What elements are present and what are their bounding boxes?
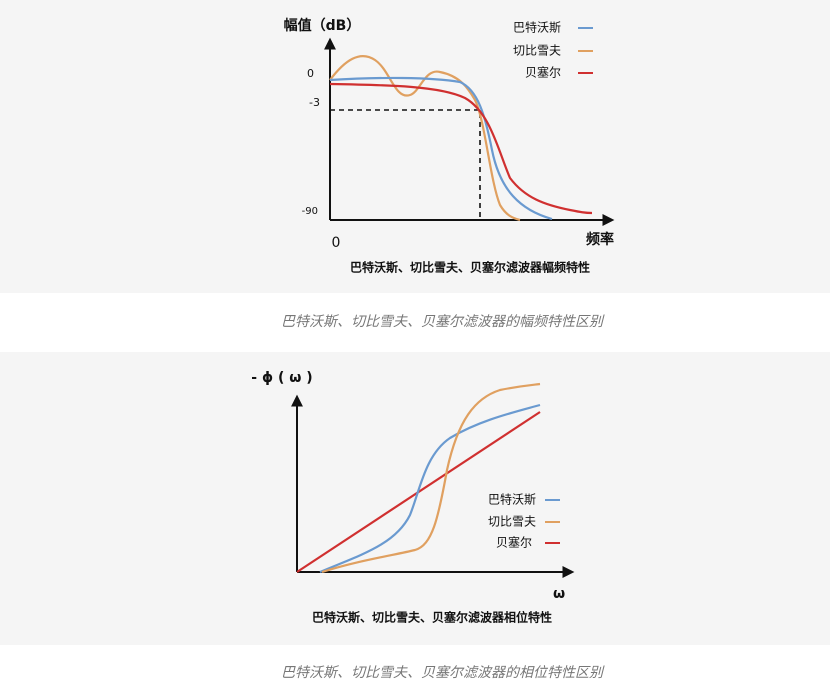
butterworth-curve [319,403,541,574]
tick-label: -3 [309,96,320,109]
caption: 巴特沃斯、切比雪夫、贝塞尔滤波器的幅频特性区别 [281,314,605,330]
x-axis-label: 频率 [586,231,614,248]
chebyshev-curve [329,54,521,222]
tick-label: -90 [302,206,318,217]
legend-label: 贝塞尔 [525,65,561,80]
legend-label: 巴特沃斯 [513,20,561,35]
inner-caption: 巴特沃斯、切比雪夫、贝塞尔滤波器幅频特性 [350,260,590,275]
y-axis-label: 幅值（dB） [284,17,361,34]
magnitude-figure: 幅值（dB） 频率 0 -3 -90 0 巴特沃斯 切比雪夫 贝塞尔 巴特沃斯、… [284,17,615,275]
legend-label: 切比雪夫 [488,515,536,529]
phase-figure: - ϕ ( ω ) ω 巴特沃斯 切比雪夫 贝塞尔 巴特沃斯、切比雪夫、贝塞尔滤… [251,370,575,625]
legend-label: 切比雪夫 [513,44,561,58]
y-axis-label: - ϕ ( ω ) [251,370,312,386]
butterworth-curve [329,76,553,221]
caption: 巴特沃斯、切比雪夫、贝塞尔滤波器的相位特性区别 [281,665,605,681]
x-axis-label: ω [553,586,565,602]
legend-label: 巴特沃斯 [488,492,536,507]
bessel-curve [329,82,593,215]
panel [0,0,830,293]
inner-caption: 巴特沃斯、切比雪夫、贝塞尔滤波器相位特性 [312,610,552,625]
chebyshev-curve [321,382,541,574]
tick-label: 0 [307,67,314,80]
cutoff-line [330,109,481,220]
tick-label: 0 [332,235,341,251]
legend-label: 贝塞尔 [496,535,532,550]
